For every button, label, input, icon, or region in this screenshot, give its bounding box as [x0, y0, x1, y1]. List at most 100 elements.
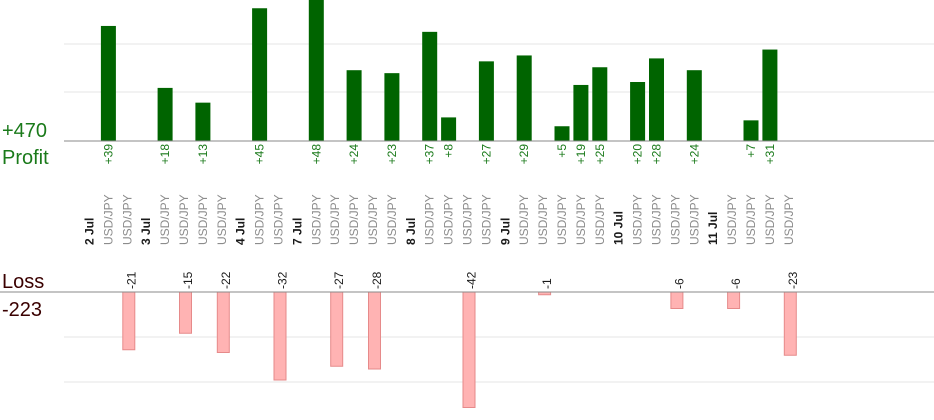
symbol-label: USD/JPY	[461, 194, 475, 245]
date-label: 8 Jul	[404, 218, 418, 245]
profit-value-label: +29	[517, 144, 531, 165]
loss-bar	[670, 291, 684, 309]
loss-bar	[179, 291, 192, 334]
date-label: 2 Jul	[83, 218, 97, 245]
profit-value-label: +7	[744, 144, 758, 158]
date-label: 9 Jul	[498, 218, 512, 245]
loss-bar	[122, 291, 136, 351]
profit-value-label: +8	[442, 144, 456, 158]
symbol-label: USD/JPY	[479, 194, 493, 245]
symbol-label: USD/JPY	[120, 194, 134, 245]
symbol-label: USD/JPY	[347, 194, 361, 245]
profit-bar	[157, 87, 173, 141]
symbol-label: USD/JPY	[555, 194, 569, 245]
loss-label: Loss	[2, 271, 44, 293]
loss-bar	[783, 291, 797, 356]
symbol-label: USD/JPY	[423, 194, 437, 245]
profit-bar	[195, 102, 211, 141]
date-label: 4 Jul	[234, 218, 248, 245]
loss-value-label: -32	[276, 271, 290, 289]
symbol-label: USD/JPY	[309, 194, 323, 245]
loss-total: -223	[2, 299, 42, 321]
profit-gridlines	[64, 43, 934, 93]
loss-value-label: -1	[540, 278, 554, 289]
profit-label: Profit	[2, 147, 49, 169]
profit-bars	[100, 0, 778, 142]
loss-value-label: -42	[465, 271, 479, 289]
loss-value-label: -22	[219, 271, 233, 289]
symbol-label: USD/JPY	[101, 194, 115, 245]
profit-value-label: +23	[385, 144, 399, 165]
profit-value-label: +27	[479, 144, 493, 165]
profit-value-label: +18	[158, 144, 172, 165]
loss-bar	[368, 291, 381, 370]
symbol-label: USD/JPY	[196, 194, 210, 245]
loss-value-label: -6	[729, 278, 743, 289]
loss-bar	[273, 291, 287, 381]
loss-bar	[330, 291, 344, 367]
profit-value-label: +31	[763, 144, 777, 165]
symbol-label: USD/JPY	[782, 194, 796, 245]
profit-bar	[100, 25, 116, 142]
profit-value-label: +13	[196, 144, 210, 165]
symbol-label: USD/JPY	[593, 194, 607, 245]
profit-bar	[762, 49, 778, 141]
category-labels: 2 Jul USD/JPY USD/JPY 3 Jul USD/JPY USD/JPY US…	[83, 194, 796, 245]
loss-bar	[462, 291, 476, 408]
profit-bar	[422, 31, 438, 142]
symbol-label: USD/JPY	[385, 194, 399, 245]
loss-value-label: -23	[786, 271, 800, 289]
symbol-label: USD/JPY	[158, 194, 172, 245]
profit-value-label: +19	[574, 144, 588, 165]
profit-bar	[649, 58, 664, 141]
profit-value-label: +28	[650, 144, 664, 165]
symbol-label: USD/JPY	[253, 194, 267, 245]
loss-value-label: -28	[370, 271, 384, 289]
symbol-label: USD/JPY	[744, 194, 758, 245]
profit-value-label: +5	[555, 144, 569, 158]
symbol-label: USD/JPY	[574, 194, 588, 245]
loss-value-label: -21	[124, 271, 138, 289]
profit-total: +470	[2, 120, 47, 142]
symbol-label: USD/JPY	[177, 194, 191, 245]
profit-bar	[630, 82, 646, 141]
profit-value-labels: +39 +18 +13 +45 +48 +24 +23 +37 +8 +27 +29 +5 +19 +25…	[101, 144, 777, 165]
profit-bar	[441, 117, 457, 141]
profit-bar	[384, 73, 400, 141]
loss-value-label: -6	[672, 278, 686, 289]
symbol-label: USD/JPY	[725, 194, 739, 245]
symbol-label: USD/JPY	[517, 194, 531, 245]
profit-bar	[346, 70, 362, 141]
profit-value-label: +25	[593, 144, 607, 165]
profit-value-label: +48	[309, 144, 323, 165]
symbol-label: USD/JPY	[687, 194, 701, 245]
symbol-label: USD/JPY	[536, 194, 550, 245]
symbol-label: USD/JPY	[366, 194, 380, 245]
loss-gridlines	[64, 336, 934, 383]
profit-value-label: +39	[101, 144, 115, 165]
profit-bar	[252, 8, 268, 141]
profit-value-label: +20	[631, 144, 645, 165]
profit-bar	[573, 84, 589, 141]
profit-value-label: +24	[687, 144, 701, 165]
date-label: 11 Jul	[706, 212, 720, 245]
symbol-label: USD/JPY	[763, 194, 777, 245]
loss-value-label: -15	[181, 271, 195, 289]
symbol-label: USD/JPY	[215, 194, 229, 245]
loss-value-labels: -21 -15 -22 -32 -27 -28 -42 -1 -6 -6 -23	[124, 271, 800, 289]
profit-value-label: +37	[423, 144, 437, 165]
profit-bar	[743, 120, 759, 141]
profit-bar	[686, 70, 702, 141]
profit-value-label: +45	[253, 144, 267, 165]
symbol-label: USD/JPY	[631, 194, 645, 245]
loss-bar	[727, 291, 741, 309]
loss-bars	[122, 291, 797, 408]
loss-bar	[216, 291, 230, 353]
profit-bar	[592, 67, 608, 141]
date-label: 7 Jul	[290, 218, 304, 245]
loss-value-label: -27	[332, 271, 346, 289]
symbol-label: USD/JPY	[272, 194, 286, 245]
profit-bar	[554, 126, 570, 141]
date-label: 3 Jul	[139, 218, 153, 245]
